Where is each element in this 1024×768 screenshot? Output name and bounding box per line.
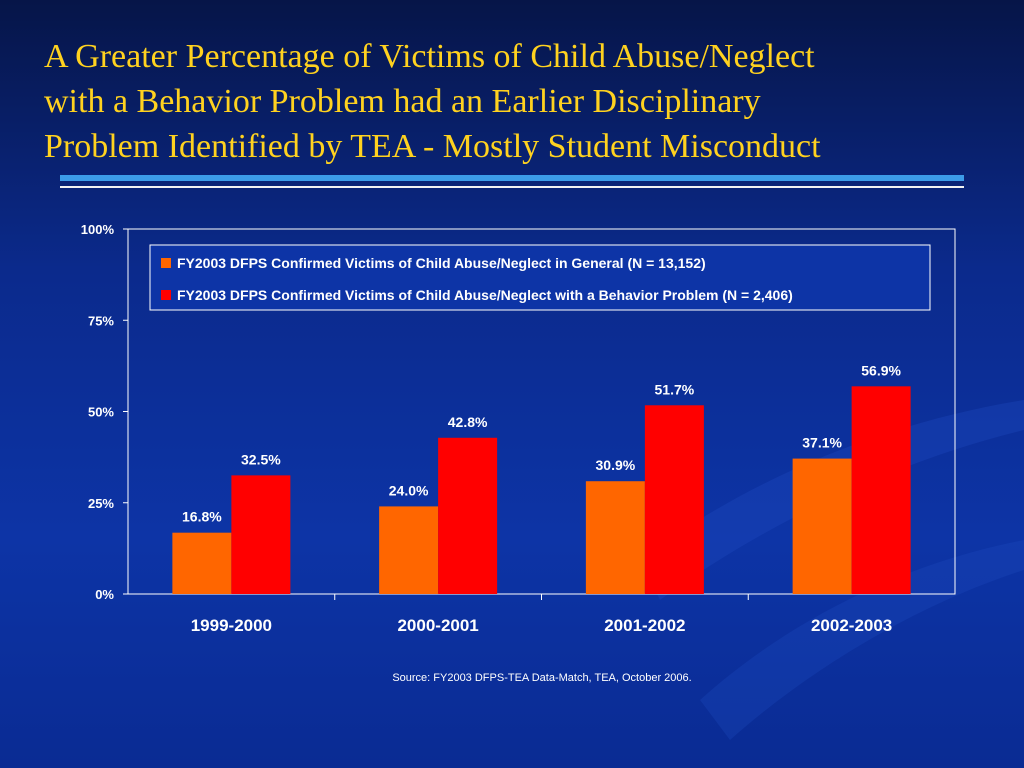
bar-data-label: 32.5%	[241, 451, 281, 467]
bar	[231, 475, 291, 594]
bar	[379, 506, 439, 594]
y-axis-tick-label: 75%	[88, 313, 114, 328]
slide-title-line: Problem Identified by TEA - Mostly Stude…	[44, 128, 821, 165]
bar-data-label: 37.1%	[802, 435, 842, 451]
bar	[644, 405, 704, 594]
bar	[792, 458, 852, 594]
legend-entry-label: FY2003 DFPS Confirmed Victims of Child A…	[177, 255, 706, 271]
x-axis-category-label: 2002-2003	[811, 616, 892, 635]
bar-data-label: 24.0%	[389, 482, 429, 498]
x-axis-category-label: 1999-2000	[191, 616, 272, 635]
y-axis-tick-label: 0%	[95, 587, 114, 602]
slide-title: A Greater Percentage of Victims of Child…	[44, 34, 1004, 169]
title-underline-thick	[60, 175, 964, 181]
slide-title-line: A Greater Percentage of Victims of Child…	[44, 38, 815, 75]
x-axis-category-label: 2001-2002	[604, 616, 685, 635]
legend	[149, 244, 931, 311]
bar	[438, 437, 498, 594]
y-axis-tick-label: 50%	[88, 405, 114, 420]
slide-title-line: with a Behavior Problem had an Earlier D…	[44, 83, 761, 120]
y-axis-tick-label: 100%	[81, 222, 115, 237]
x-axis-category-label: 2000-2001	[397, 616, 478, 635]
bar-data-label: 30.9%	[596, 457, 636, 473]
bar-data-label: 51.7%	[655, 381, 695, 397]
legend-swatch	[161, 290, 171, 300]
bar-data-label: 56.9%	[861, 362, 901, 378]
legend-entry-label: FY2003 DFPS Confirmed Victims of Child A…	[177, 287, 793, 303]
bar	[585, 481, 645, 594]
bar	[851, 386, 911, 594]
y-axis-tick-label: 25%	[88, 496, 114, 511]
source-note: Source: FY2003 DFPS-TEA Data-Match, TEA,…	[392, 672, 692, 684]
bar-data-label: 16.8%	[182, 509, 222, 525]
bar	[172, 532, 232, 594]
legend-swatch	[161, 258, 171, 268]
title-underline-thin	[60, 186, 964, 188]
bar-data-label: 42.8%	[448, 414, 488, 430]
